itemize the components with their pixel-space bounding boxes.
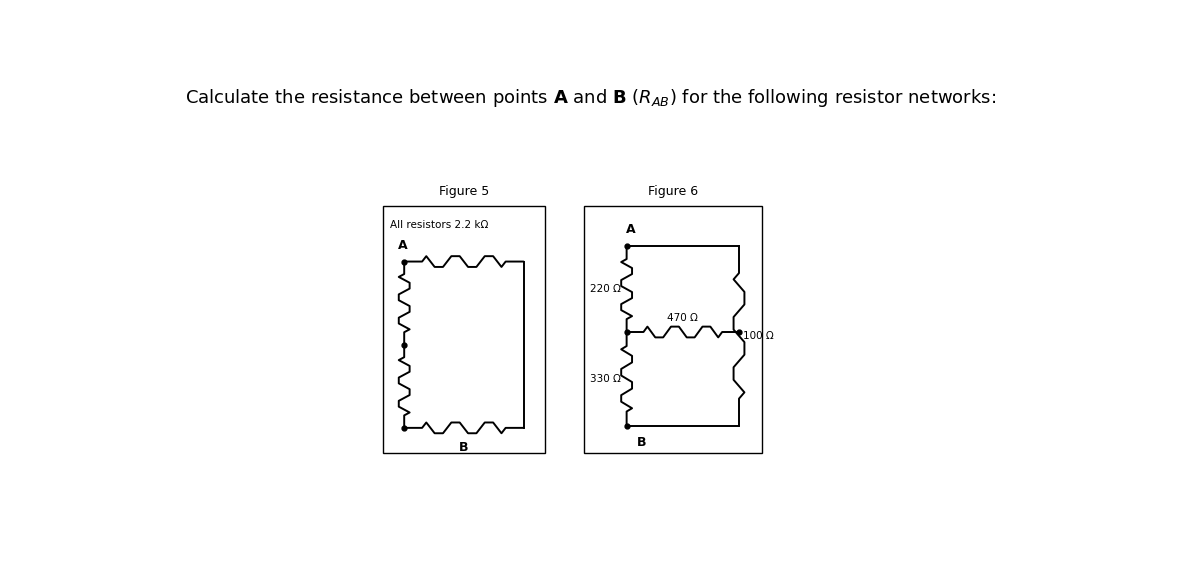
- Text: 470 Ω: 470 Ω: [667, 313, 698, 323]
- Text: 100 Ω: 100 Ω: [743, 331, 774, 341]
- Text: B: B: [637, 436, 647, 450]
- Text: Figure 6: Figure 6: [648, 185, 698, 199]
- Text: Calculate the resistance between points $\bf{A}$ and $\bf{B}$ ($R_{AB}$) for the: Calculate the resistance between points …: [185, 87, 996, 109]
- Text: A: A: [398, 238, 408, 251]
- Text: All resistors 2.2 kΩ: All resistors 2.2 kΩ: [390, 220, 488, 230]
- FancyBboxPatch shape: [584, 206, 762, 452]
- Text: 330 Ω: 330 Ω: [589, 374, 620, 384]
- Text: A: A: [625, 223, 635, 236]
- Text: B: B: [460, 441, 469, 454]
- Text: 220 Ω: 220 Ω: [589, 284, 620, 294]
- FancyBboxPatch shape: [383, 206, 545, 452]
- Text: Figure 5: Figure 5: [439, 185, 490, 199]
